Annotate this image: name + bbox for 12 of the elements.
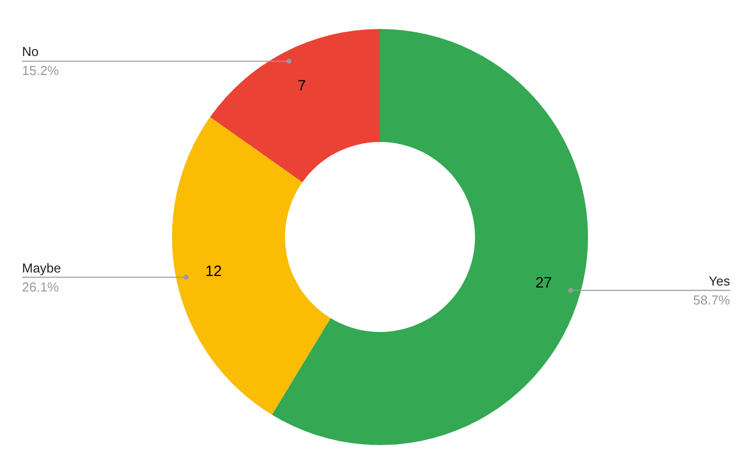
data-label: 12: [205, 263, 222, 280]
text: 15.2%: [22, 63, 60, 78]
donut-slice: [210, 29, 380, 182]
slice-label: Yes: [708, 273, 730, 288]
data-label: 7: [298, 78, 306, 95]
donut-slice: [272, 29, 588, 445]
slice-label: No: [22, 44, 39, 60]
text: 26.1%: [22, 279, 60, 294]
text: 58.7%: [693, 292, 730, 308]
data-label: 27: [535, 274, 552, 292]
slice-label: Maybe: [22, 260, 62, 276]
donut-slice: [172, 117, 331, 415]
